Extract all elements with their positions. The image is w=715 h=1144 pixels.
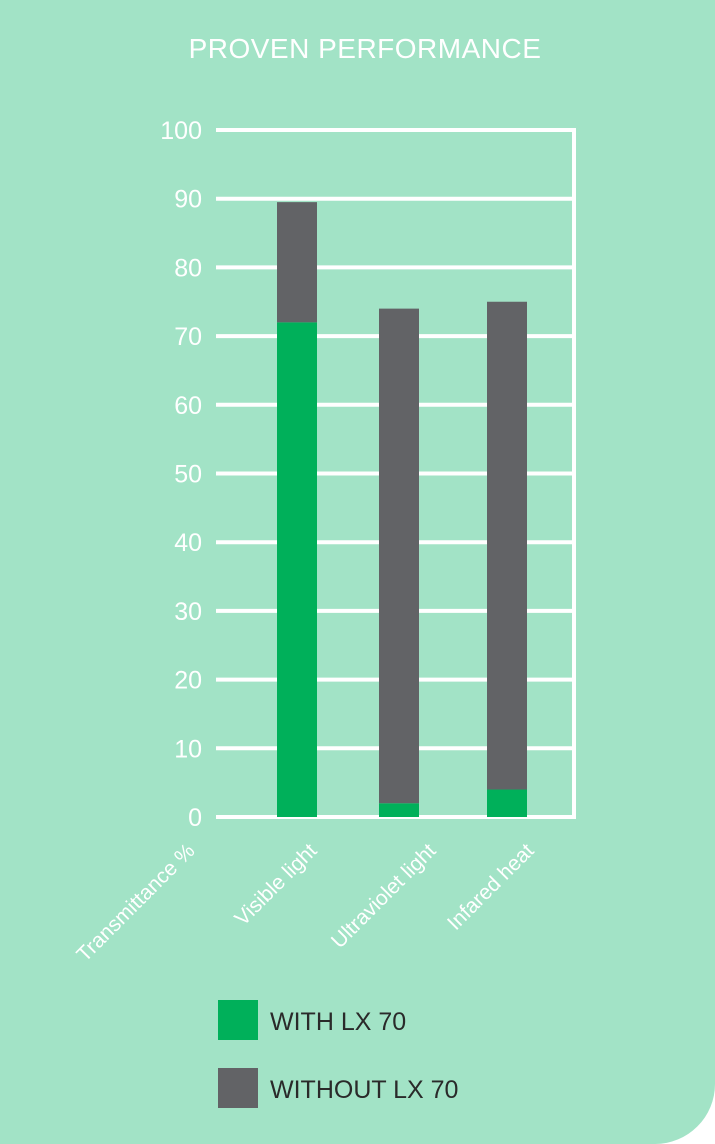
bar-without-1: [379, 308, 419, 804]
y-tick-label: 60: [174, 392, 202, 420]
bar-with-2: [487, 789, 527, 817]
bar-without-2: [487, 301, 527, 790]
legend-label: WITH LX 70: [270, 1008, 406, 1036]
chart-title: PROVEN PERFORMANCE: [189, 33, 542, 64]
y-tick-label: 30: [174, 598, 202, 626]
y-axis-label: Transmittance %: [72, 839, 199, 966]
legend: WITH LX 70 WITHOUT LX 70: [218, 1000, 458, 1108]
x-axis-labels: Visible light Ultraviolet light Infared he…: [230, 839, 538, 953]
y-tick-label: 80: [174, 254, 202, 282]
x-tick-label: Visible light: [230, 839, 321, 930]
legend-swatch: [218, 1068, 258, 1108]
legend-label: WITHOUT LX 70: [270, 1076, 458, 1104]
y-tick-label: 40: [174, 529, 202, 557]
x-tick-label: Infared heat: [443, 839, 539, 935]
legend-swatch: [218, 1000, 258, 1040]
y-tick-label: 10: [174, 735, 202, 763]
y-tick-label: 0: [188, 804, 202, 832]
y-tick-label: 90: [174, 186, 202, 214]
y-tick-label: 70: [174, 323, 202, 351]
bars: [277, 202, 527, 817]
bar-without-0: [277, 202, 317, 323]
bar-with-1: [379, 803, 419, 817]
x-tick-label: Ultraviolet light: [327, 839, 441, 953]
bar-with-0: [277, 322, 317, 817]
y-axis-ticks: 0 10 20 30 40 50 60 70 80 90 100: [160, 117, 202, 832]
y-tick-label: 100: [160, 117, 202, 145]
y-tick-label: 20: [174, 667, 202, 695]
y-tick-label: 50: [174, 461, 202, 489]
